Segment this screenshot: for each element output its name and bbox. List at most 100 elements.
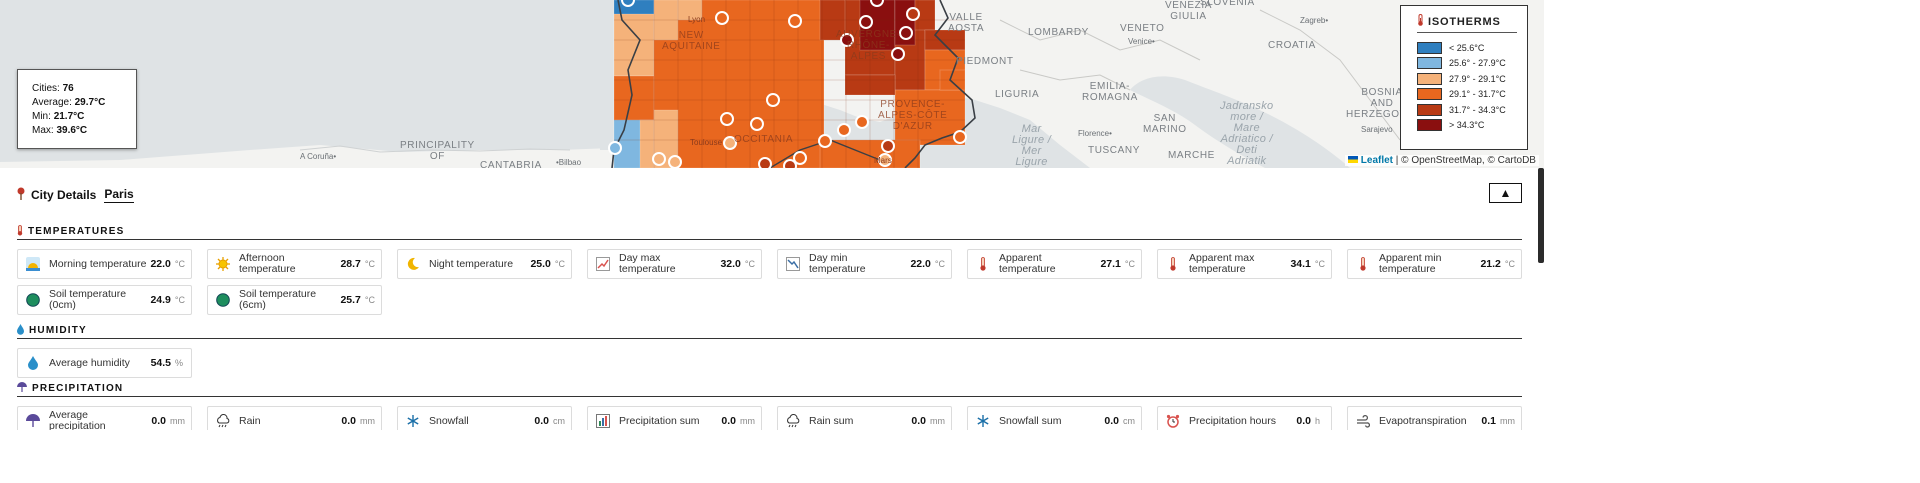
leaflet-flag-icon bbox=[1348, 155, 1358, 166]
metric-value: 54.5 bbox=[150, 357, 171, 369]
map-label-piedmont: PIEDMONT bbox=[956, 56, 1014, 67]
stats-max: Max: 39.6°C bbox=[32, 125, 88, 136]
stats-cities: Cities: 76 bbox=[32, 83, 74, 94]
bar-chart-icon bbox=[595, 413, 611, 429]
legend-swatch bbox=[1417, 119, 1442, 132]
chart-down-icon bbox=[785, 256, 801, 272]
metric-label: Apparent temperature bbox=[999, 253, 1056, 275]
map-label-auvergne: AUVERGNE- RHÔNE- ALPES bbox=[836, 29, 901, 62]
thermometer-icon bbox=[17, 224, 23, 239]
legend-swatch bbox=[1417, 72, 1442, 85]
metric-card[interactable]: Soil temperature (6cm) 25.7 °C bbox=[207, 285, 382, 315]
metric-card[interactable]: Apparent min temperature 21.2 °C bbox=[1347, 249, 1522, 279]
droplet-icon bbox=[25, 355, 41, 371]
leaflet-link[interactable]: Leaflet bbox=[1360, 155, 1394, 166]
metric-value: 0.0 bbox=[341, 415, 356, 427]
map-label-a-coruna: A Coruña• bbox=[300, 152, 337, 161]
metric-value: 0.0 bbox=[1104, 415, 1119, 427]
legend-row: 27.9° - 29.1°C bbox=[1417, 71, 1517, 87]
metric-card[interactable]: Soil temperature (0cm) 24.9 °C bbox=[17, 285, 192, 315]
legend-swatch bbox=[1417, 88, 1442, 101]
city-markers bbox=[608, 0, 967, 168]
metric-card[interactable]: Night temperature 25.0 °C bbox=[397, 249, 572, 279]
metric-label: Average humidity bbox=[49, 357, 130, 369]
collapse-button[interactable]: ▲ bbox=[1489, 183, 1522, 203]
metric-unit: mm bbox=[360, 416, 375, 426]
map-label-liguria: LIGURIA bbox=[995, 89, 1040, 100]
section-title-humidity: HUMIDITY bbox=[17, 323, 1522, 339]
section-title-temperatures: TEMPERATURES bbox=[17, 224, 1522, 240]
metric-card[interactable]: Snowfall 0.0 cm bbox=[397, 406, 572, 430]
cards-temperatures: Morning temperature 22.0 °C Afternoon tempe… bbox=[17, 249, 1527, 315]
metric-card[interactable]: Morning temperature 22.0 °C bbox=[17, 249, 192, 279]
map-label-marseille: Mars bbox=[874, 156, 892, 165]
metric-card[interactable]: Precipitation hours 0.0 h bbox=[1157, 406, 1332, 430]
rain-cloud-icon bbox=[785, 413, 801, 429]
metric-label: Soil temperature (6cm) bbox=[239, 289, 317, 311]
metric-card[interactable]: Snowfall sum 0.0 cm bbox=[967, 406, 1142, 430]
metric-card[interactable]: Rain 0.0 mm bbox=[207, 406, 382, 430]
metric-value: 0.0 bbox=[911, 415, 926, 427]
metric-value: 34.1 bbox=[1290, 258, 1311, 270]
metric-card[interactable]: Rain sum 0.0 mm bbox=[777, 406, 952, 430]
metric-value: 28.7 bbox=[340, 258, 361, 270]
legend-label: 29.1° - 31.7°C bbox=[1449, 89, 1506, 100]
snowflake-icon bbox=[405, 413, 421, 429]
metric-unit: °C bbox=[174, 295, 185, 305]
soil-icon bbox=[25, 292, 41, 308]
metric-value: 0.0 bbox=[1296, 415, 1311, 427]
map-label-sarajevo: Sarajevo bbox=[1361, 125, 1393, 134]
wind-icon bbox=[1355, 413, 1371, 429]
metric-label: Day max temperature bbox=[619, 253, 676, 275]
metric-value: 32.0 bbox=[720, 258, 741, 270]
metric-card[interactable]: Afternoon temperature 28.7 °C bbox=[207, 249, 382, 279]
metric-card[interactable]: Apparent temperature 27.1 °C bbox=[967, 249, 1142, 279]
metric-card[interactable]: Average precipitation 0.0 mm bbox=[17, 406, 192, 430]
metric-value: 22.0 bbox=[150, 258, 171, 270]
metric-unit: °C bbox=[934, 259, 945, 269]
metric-card[interactable]: Evapotranspiration 0.1 mm bbox=[1347, 406, 1522, 430]
thermometer-icon bbox=[1417, 14, 1424, 29]
metric-label: Snowfall sum bbox=[999, 415, 1062, 427]
metric-value: 25.0 bbox=[530, 258, 551, 270]
metric-unit: cm bbox=[1123, 416, 1135, 426]
metric-value: 0.0 bbox=[151, 415, 166, 427]
metric-value: 24.9 bbox=[150, 294, 171, 306]
pin-icon bbox=[17, 187, 25, 203]
metric-value: 25.7 bbox=[340, 294, 361, 306]
panel-title: City Details bbox=[31, 188, 97, 202]
metric-card[interactable]: Day min temperature 22.0 °C bbox=[777, 249, 952, 279]
metric-card[interactable]: Precipitation sum 0.0 mm bbox=[587, 406, 762, 430]
metric-label: Afternoon temperature bbox=[239, 253, 296, 275]
rain-cloud-icon bbox=[215, 413, 231, 429]
map-label-jadransko: Jadransko more / Mare Adriatico / Deti A… bbox=[1220, 100, 1274, 167]
metric-label: Precipitation sum bbox=[619, 415, 700, 427]
metric-card[interactable]: Average humidity 54.5% bbox=[17, 348, 192, 378]
metric-value: 0.0 bbox=[534, 415, 549, 427]
legend-swatch bbox=[1417, 57, 1442, 70]
metric-unit: °C bbox=[1124, 259, 1135, 269]
metric-unit: h bbox=[1315, 416, 1321, 426]
sun-icon bbox=[215, 256, 231, 272]
metric-card[interactable]: Apparent max temperature 34.1 °C bbox=[1157, 249, 1332, 279]
metric-card[interactable]: Day max temperature 32.0 °C bbox=[587, 249, 762, 279]
cards-precipitation: Average precipitation 0.0 mm Rain 0.0 mm Snowf… bbox=[17, 406, 1527, 430]
metric-label: Precipitation hours bbox=[1189, 415, 1276, 427]
soil-icon bbox=[215, 292, 231, 308]
map-label-veneto: VENETO bbox=[1120, 23, 1165, 34]
map-label-venice: Venice• bbox=[1128, 37, 1155, 46]
map-label-croatia: CROATIA bbox=[1268, 40, 1316, 51]
panel-scrollbar[interactable] bbox=[1538, 168, 1544, 263]
map-label-bilbao: •Bilbao bbox=[556, 158, 582, 167]
city-details-panel: City Details Paris ▲ TEMPERATURES Mornin… bbox=[0, 168, 1544, 430]
map-label-florence: Florence• bbox=[1078, 129, 1112, 138]
metric-label: Snowfall bbox=[429, 415, 469, 427]
section-title-precipitation: PRECIPITATION bbox=[17, 381, 1522, 397]
metric-value: 22.0 bbox=[910, 258, 931, 270]
umbrella-icon bbox=[25, 413, 41, 429]
thermometer-icon bbox=[1355, 256, 1371, 272]
metric-unit: °C bbox=[174, 259, 185, 269]
chart-up-icon bbox=[595, 256, 611, 272]
isotherm-map[interactable]: SLOVENIA Zagreb• VENETO Venice• VENEZIA … bbox=[0, 0, 1544, 169]
metric-unit: mm bbox=[930, 416, 945, 426]
